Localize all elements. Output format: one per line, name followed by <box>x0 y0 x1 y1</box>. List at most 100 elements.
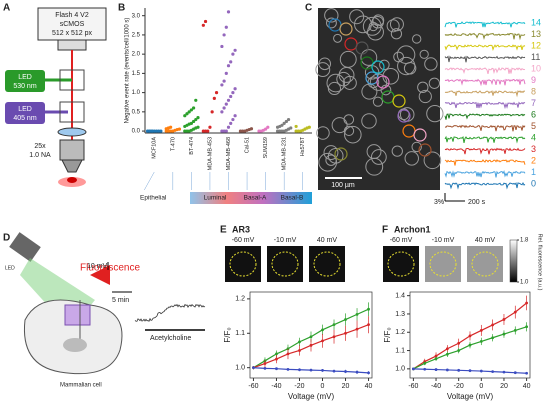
point <box>367 323 370 327</box>
dot <box>220 44 224 49</box>
led-label: LED <box>18 106 32 113</box>
cell-outline <box>370 149 387 165</box>
scale-bar-label: 100 µm <box>331 182 355 189</box>
point <box>457 341 461 345</box>
cell-outline <box>418 89 432 104</box>
dot <box>206 129 210 133</box>
y-tick-label: 1.2 <box>395 329 405 336</box>
patch-schematic <box>9 232 206 375</box>
dot <box>150 129 154 133</box>
dot <box>224 129 228 133</box>
dot <box>233 114 237 118</box>
dot <box>224 102 228 106</box>
point <box>445 347 449 351</box>
cell-outline <box>397 56 416 76</box>
cell-outline <box>387 251 415 277</box>
cell-outline <box>424 57 438 71</box>
cell-outline <box>315 62 331 77</box>
point <box>525 301 529 305</box>
cell-image <box>309 246 345 282</box>
camera-label: sCMOS <box>60 21 85 28</box>
x-tick-label: 0 <box>321 383 325 390</box>
cell-outline <box>428 77 441 89</box>
point <box>367 307 370 311</box>
dot <box>222 33 226 37</box>
point <box>423 367 427 371</box>
cell-outline <box>327 148 344 164</box>
dot <box>280 129 284 133</box>
x-tick-label: -20 <box>294 383 304 390</box>
dot <box>278 129 282 133</box>
cell-outline <box>386 19 400 33</box>
dot <box>196 125 200 129</box>
point <box>445 352 449 356</box>
image-label: -10 mV <box>274 237 297 244</box>
cell-outline <box>361 113 377 129</box>
roi <box>355 41 369 55</box>
cell-outline <box>354 15 372 34</box>
point <box>275 352 278 356</box>
point <box>491 336 495 340</box>
dot <box>233 87 237 91</box>
dot <box>189 108 193 112</box>
point <box>275 357 278 361</box>
cell-outline <box>327 81 342 96</box>
dot <box>224 71 228 75</box>
trace-label: 1 <box>531 167 536 177</box>
trace <box>444 113 526 120</box>
y-axis-label: F/F₀ <box>383 327 392 342</box>
roi <box>418 143 432 157</box>
trace-label: 2 <box>531 155 536 165</box>
cell-outline <box>371 15 384 29</box>
cell-outline <box>365 157 384 176</box>
panel-label: E <box>220 225 227 236</box>
dot <box>226 125 231 129</box>
colorbar-label: Rel. fluorescence (a.u.) <box>537 234 543 291</box>
dot <box>185 129 189 133</box>
trace <box>444 101 526 110</box>
dot <box>280 123 284 127</box>
x-tick-label: MCF10A <box>152 137 158 159</box>
dot <box>226 10 231 14</box>
trace <box>444 44 526 51</box>
trace <box>444 32 526 41</box>
dot <box>154 129 159 133</box>
x-tick-label: -60 <box>408 383 418 390</box>
dot <box>249 127 254 131</box>
y-tick-label: 1.5 <box>132 71 141 77</box>
roi <box>339 22 353 36</box>
dot <box>296 129 300 133</box>
led-label: 405 nm <box>13 115 37 122</box>
panel-label: F <box>382 225 388 236</box>
microscope-schematic <box>5 7 107 187</box>
plot-frame <box>409 291 531 379</box>
diagram-label: LED <box>5 265 15 271</box>
dot <box>201 23 205 27</box>
dot <box>231 91 235 95</box>
cell-image <box>225 246 261 282</box>
colorbar-tick-label: 1.8 <box>520 238 529 244</box>
dot <box>282 121 286 125</box>
dot <box>289 126 293 130</box>
dot <box>226 64 231 68</box>
point <box>321 339 324 343</box>
point <box>513 371 517 375</box>
x-tick-label: -20 <box>454 383 464 390</box>
cell-outline <box>396 45 416 64</box>
y-tick-label: 1.0 <box>395 366 405 373</box>
trace <box>444 147 526 155</box>
y-tick-label: 2.0 <box>132 52 141 58</box>
trace-label: 6 <box>531 109 536 119</box>
cell-outline <box>471 251 499 277</box>
cell-outline <box>331 117 348 134</box>
point <box>367 371 370 375</box>
diagram-label: Fluorescence <box>80 263 140 274</box>
dot <box>220 83 224 87</box>
y-tick-label: 1.3 <box>395 311 405 318</box>
panel-label: D <box>3 233 10 244</box>
dot <box>238 129 243 133</box>
dot <box>257 129 261 133</box>
y-tick-label: 1.1 <box>395 347 405 354</box>
cell-image <box>383 246 419 282</box>
trace <box>444 66 526 75</box>
